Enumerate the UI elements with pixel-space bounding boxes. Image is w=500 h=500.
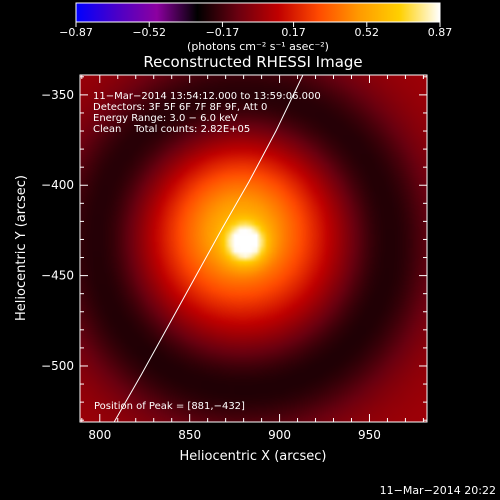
chart-title: Reconstructed RHESSI Image <box>143 53 362 71</box>
colorbar-tick-label: −0.87 <box>59 26 93 39</box>
colorbar-ticks: −0.87 −0.52 −0.17 0.17 0.52 0.87 <box>59 22 452 39</box>
y-tick-label: −450 <box>41 269 74 283</box>
colorbar-tick-label: 0.52 <box>355 26 380 39</box>
colorbar-tick-label: 0.17 <box>281 26 306 39</box>
colorbar-tick-label: 0.87 <box>428 26 453 39</box>
x-axis-ticks: 800 850 900 950 <box>81 75 424 442</box>
y-tick-label: −400 <box>41 178 74 192</box>
peak-position-label: Position of Peak = [881,−432] <box>94 401 245 412</box>
y-tick-label: −350 <box>41 88 74 102</box>
annotation-block: 11−Mar−2014 13:54:12.000 to 13:59:06.000… <box>93 91 321 135</box>
x-tick-label: 900 <box>268 428 291 442</box>
heatmap-image <box>80 75 427 422</box>
y-tick-label: −500 <box>41 359 74 373</box>
x-tick-label: 950 <box>358 428 381 442</box>
colorbar-tick-label: −0.52 <box>132 26 166 39</box>
annotation-energy-range: Energy Range: 3.0 − 6.0 keV <box>93 113 238 124</box>
x-axis-label: Heliocentric X (arcsec) <box>180 449 327 464</box>
colorbar-frame <box>75 2 441 23</box>
solar-limb-curve <box>113 75 304 422</box>
annotation-clean-counts: Clean Total counts: 2.82E+05 <box>93 124 250 135</box>
footer-date: 11−Mar−2014 20:22 <box>380 484 496 497</box>
annotation-detectors: Detectors: 3F 5F 6F 7F 8F 9F, Att 0 <box>93 102 267 113</box>
x-tick-label: 800 <box>88 428 111 442</box>
annotation-time-range: 11−Mar−2014 13:54:12.000 to 13:59:06.000 <box>93 91 321 102</box>
colorbar-tick-label: −0.17 <box>206 26 240 39</box>
colorbar-units-label: (photons cm⁻² s⁻¹ asec⁻²) <box>187 40 329 53</box>
plot-frame <box>79 74 428 423</box>
y-axis-label: Heliocentric Y (arcsec) <box>14 175 29 321</box>
y-axis-ticks: −350 −400 −450 −500 <box>41 76 427 421</box>
x-tick-label: 850 <box>178 428 201 442</box>
colorbar <box>76 3 440 22</box>
